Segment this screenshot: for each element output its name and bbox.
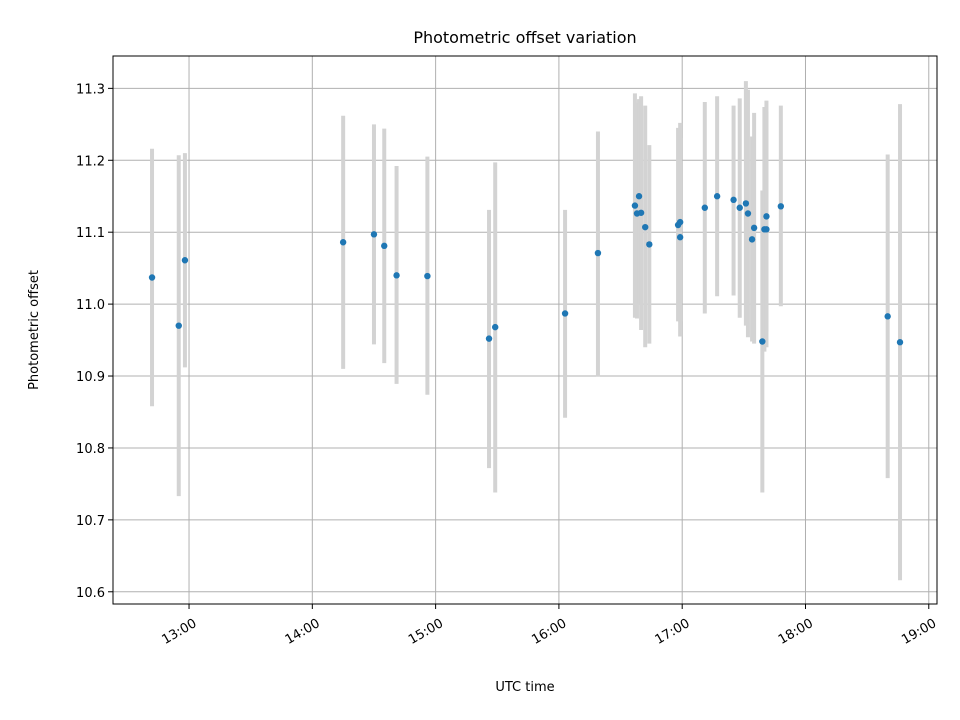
data-point [744, 210, 752, 217]
data-point [635, 193, 643, 200]
data-point [730, 196, 737, 204]
data-point [763, 213, 770, 220]
data-point [777, 203, 785, 210]
data-point [646, 241, 653, 248]
data-point [759, 338, 766, 345]
y-tick-label: 10.7 [76, 514, 105, 529]
data-point [736, 204, 743, 211]
y-tick-label: 10.9 [76, 370, 105, 385]
data-point [339, 239, 347, 246]
data-point [637, 209, 645, 216]
data-point [485, 335, 493, 342]
data-point [393, 272, 400, 279]
y-tick-label: 11.1 [76, 226, 105, 241]
error-bars [150, 81, 903, 581]
x-tick-label: 17:00 [653, 616, 693, 648]
y-tick-label: 10.8 [76, 442, 105, 457]
data-point [631, 202, 639, 209]
data-point [642, 223, 649, 231]
x-tick-label: 14:00 [283, 616, 323, 648]
data-point [594, 249, 602, 257]
y-axis-label: Photometric offset [27, 270, 42, 390]
data-point [175, 322, 182, 329]
y-tick-label: 11.3 [76, 82, 105, 97]
data-point [750, 224, 758, 232]
chart-title: Photometric offset variation [413, 28, 636, 47]
data-point [701, 204, 709, 211]
data-point [748, 236, 756, 243]
data-point [181, 257, 189, 264]
data-point [561, 310, 569, 317]
data-point [370, 231, 378, 238]
data-point [424, 272, 431, 280]
x-tick-label: 16:00 [529, 616, 569, 648]
data-point [676, 234, 684, 241]
data-point [148, 274, 156, 281]
x-tick-label: 18:00 [776, 616, 816, 648]
data-point [884, 313, 891, 320]
plot-frame [112, 55, 938, 605]
y-tick-label: 11.0 [76, 298, 105, 313]
data-points [148, 193, 904, 346]
x-tick-label: 15:00 [406, 616, 446, 648]
data-point [492, 323, 499, 331]
data-point [381, 242, 388, 250]
x-axis-label: UTC time [495, 680, 554, 695]
y-tick-label: 11.2 [76, 154, 105, 169]
grid [113, 56, 937, 604]
x-tick-label: 19:00 [899, 616, 939, 648]
data-point [896, 339, 904, 346]
data-point [676, 218, 684, 226]
x-axis-ticks: 13:00 14:00 15:00 16:00 17:00 18:00 19:00 [159, 604, 939, 648]
data-point [763, 226, 770, 233]
y-tick-label: 10.6 [76, 586, 105, 601]
x-tick-label: 13:00 [159, 616, 199, 648]
data-point [713, 193, 721, 200]
y-axis-ticks: 10.6 10.7 10.8 10.9 11.0 11.1 11.2 11.3 [76, 82, 113, 601]
data-point [742, 200, 750, 207]
